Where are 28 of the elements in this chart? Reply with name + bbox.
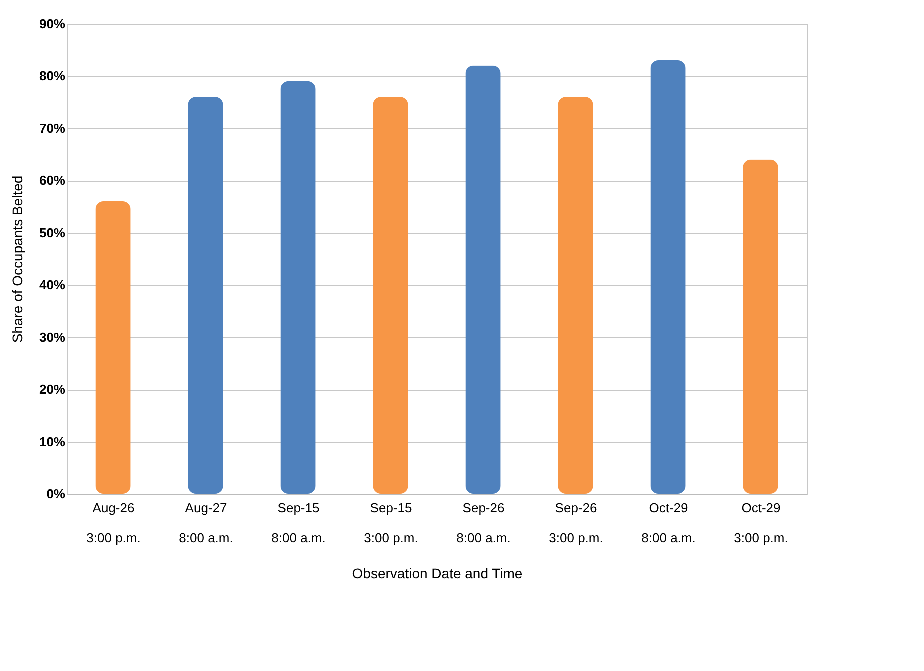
bar: [188, 97, 224, 494]
bar: [373, 97, 408, 494]
x-tick-label: Oct-29 3:00 p.m.: [734, 500, 788, 546]
y-tick-label: 0%: [46, 486, 66, 502]
x-axis-title: Observation Date and Time: [352, 566, 523, 582]
x-tick-label: Sep-15 8:00 a.m.: [272, 500, 326, 546]
y-tick-label: 20%: [39, 382, 66, 398]
bar: [558, 97, 594, 494]
x-tick-label: Sep-26 3:00 p.m.: [549, 500, 604, 546]
bar: [96, 202, 131, 494]
y-tick-label: 50%: [39, 225, 66, 240]
y-tick-label: 40%: [39, 278, 66, 293]
x-tick-label: Aug-27 8:00 a.m.: [179, 500, 234, 546]
bar: [280, 81, 316, 494]
x-tick-label: Sep-26 8:00 a.m.: [456, 500, 511, 546]
x-tick-label: Aug-26 3:00 p.m.: [86, 500, 141, 546]
y-axis-title: Share of Occupants Belted: [9, 176, 26, 344]
x-tick-label: Sep-15 3:00 p.m.: [364, 500, 418, 546]
y-tick-label: 80%: [39, 68, 66, 84]
y-tick-label: 90%: [39, 16, 66, 32]
y-tick-label: 60%: [39, 173, 66, 188]
y-tick-label: 30%: [39, 330, 66, 345]
bar: [466, 66, 501, 494]
y-tick-label: 10%: [39, 434, 66, 450]
bar: [743, 160, 778, 494]
y-tick-label: 70%: [39, 120, 66, 136]
bar: [650, 60, 686, 494]
x-tick-label: Oct-29 8:00 a.m.: [642, 500, 696, 546]
